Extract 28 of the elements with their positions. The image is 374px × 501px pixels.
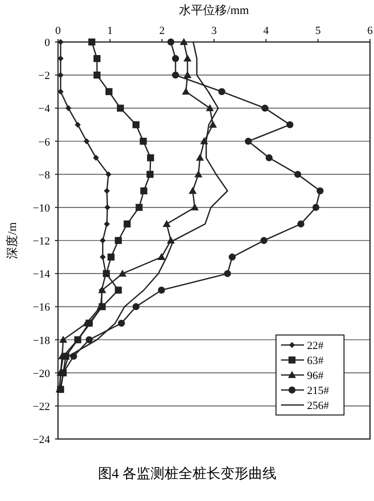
x-tick-label: 0 [55, 25, 62, 37]
y-tick-label: −10 [32, 202, 50, 214]
text: 图4 各监测桩全桩长变形曲线 [98, 466, 276, 482]
y-tick-label: −12 [32, 236, 50, 248]
y-tick-label: −22 [32, 400, 50, 413]
y-tick-label: −16 [32, 302, 50, 314]
legend-label: 96# [307, 370, 324, 382]
y-tick-label: 0 [44, 37, 50, 49]
y-axis-title: 深度/m [5, 222, 19, 259]
legend-label: 63# [307, 355, 324, 367]
x-tick-label: 4 [263, 25, 270, 37]
x-tick-label: 5 [315, 25, 322, 37]
legend-label: 22# [307, 340, 324, 352]
y-tick-label: −18 [32, 334, 50, 347]
x-tick-label: 6 [367, 25, 374, 37]
y-tick-label: −4 [38, 103, 50, 116]
y-tick-label: −20 [32, 368, 50, 380]
x-axis-title: 水平位移/mm [178, 3, 250, 17]
legend-label: 215# [307, 385, 330, 397]
x-tick-label: 1 [107, 25, 113, 37]
y-tick-label: −2 [38, 70, 50, 82]
x-tick-label: 3 [211, 25, 218, 37]
y-tick-label: −14 [32, 268, 50, 281]
y-tick-label: −8 [38, 169, 50, 182]
x-tick-label: 2 [159, 25, 165, 37]
y-tick-label: −6 [38, 136, 50, 148]
legend-label: 256# [307, 400, 330, 412]
y-tick-label: −24 [32, 434, 50, 446]
